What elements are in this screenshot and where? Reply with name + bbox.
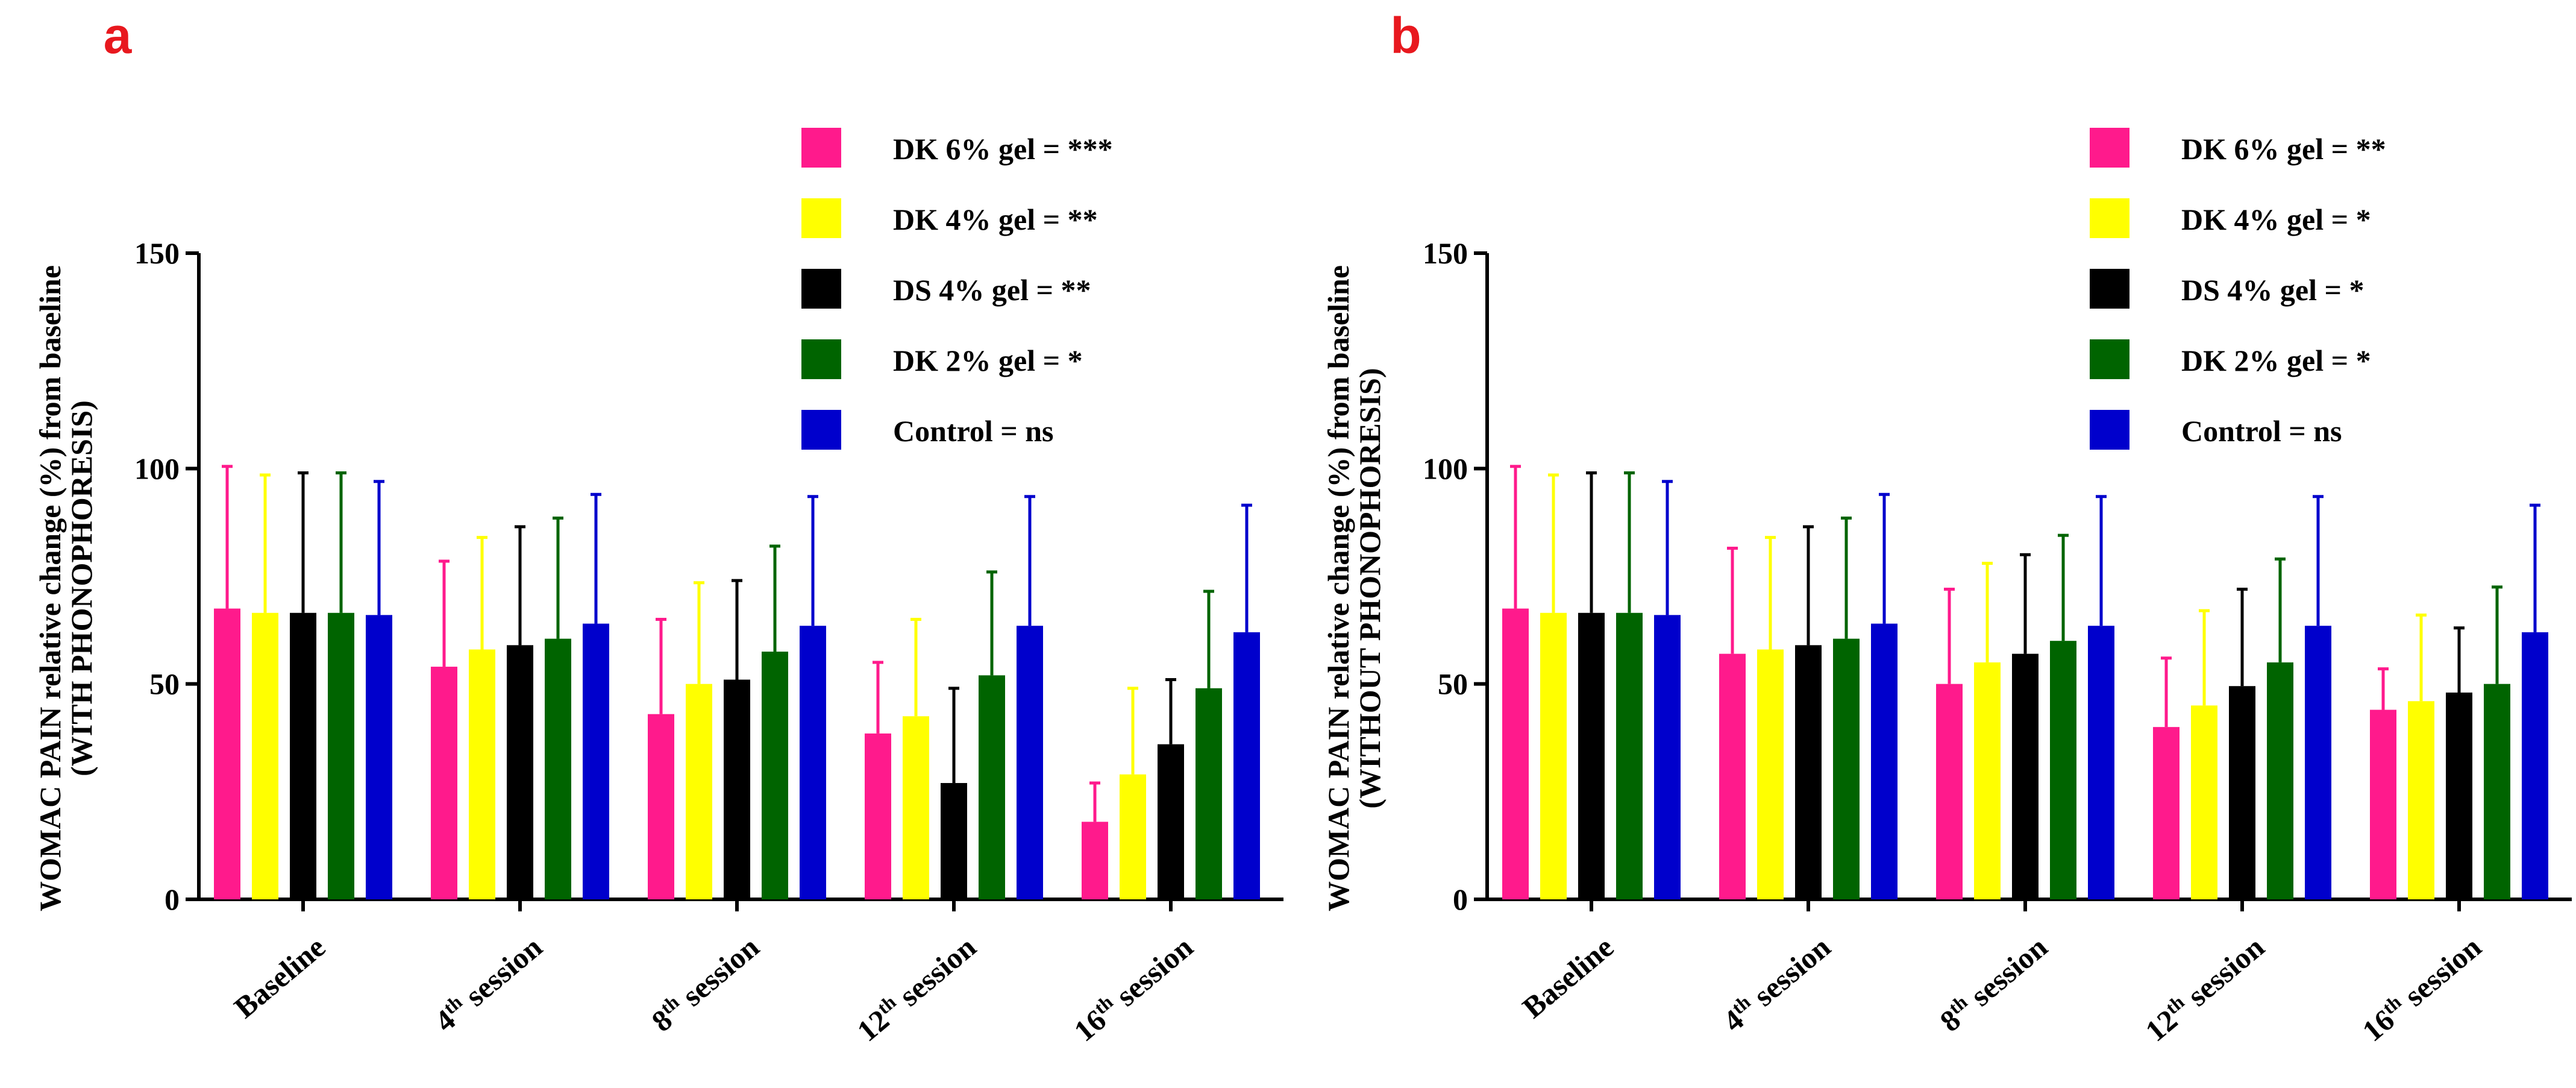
legend-label-2: DS 4% gel = **	[893, 273, 1091, 307]
panel-letter: a	[104, 7, 133, 64]
bar-1-4	[583, 623, 609, 899]
bar-0-3	[1616, 612, 1643, 899]
bar-3-2	[941, 783, 967, 899]
bar-3-4	[2305, 626, 2331, 899]
y-tick-label: 0	[1453, 882, 1468, 916]
bar-0-1	[1540, 612, 1567, 899]
bar-2-2	[2012, 653, 2039, 899]
x-tick-label: Baseline	[1516, 930, 1620, 1025]
bar-4-3	[2484, 684, 2510, 899]
bar-2-3	[2050, 641, 2076, 899]
bar-1-3	[1833, 638, 1860, 899]
legend-label-2: DS 4% gel = *	[2181, 273, 2364, 307]
legend-label-0: DK 6% gel = ***	[893, 132, 1113, 166]
x-tick-label: Baseline	[228, 930, 331, 1025]
bar-4-4	[1233, 632, 1260, 899]
bar-4-2	[1158, 744, 1184, 899]
legend-swatch-2	[2090, 269, 2129, 309]
chart-b-svg: b WOMAC PAIN relative change (%) from bas…	[1321, 7, 2572, 1048]
bar-2-4	[2088, 626, 2114, 899]
legend-label-3: DK 2% gel = *	[893, 344, 1083, 377]
bar-0-0	[214, 608, 240, 899]
bar-3-1	[903, 716, 929, 899]
y-tick-label: 100	[1423, 451, 1468, 485]
bar-3-3	[2267, 662, 2293, 899]
bar-1-2	[1795, 645, 1822, 899]
bar-2-4	[800, 626, 826, 899]
bar-2-1	[1974, 662, 2001, 899]
bar-1-1	[469, 649, 495, 899]
x-tick-label: 4th session	[427, 929, 548, 1039]
y-tick-label: 50	[149, 667, 180, 701]
legend-swatch-0	[801, 128, 841, 168]
bar-1-1	[1757, 649, 1784, 899]
legend-label-1: DK 4% gel = **	[893, 203, 1098, 236]
bar-2-3	[762, 652, 788, 899]
x-tick-label: 12th session	[850, 929, 982, 1048]
bar-3-1	[2191, 705, 2217, 899]
bar-1-0	[431, 667, 457, 899]
bar-2-0	[1936, 684, 1963, 899]
bar-0-3	[328, 612, 354, 899]
legend-label-1: DK 4% gel = *	[2181, 203, 2371, 236]
bar-3-3	[979, 675, 1005, 899]
legend-label-0: DK 6% gel = **	[2181, 132, 2386, 166]
bar-3-4	[1017, 626, 1043, 899]
bar-4-3	[1196, 688, 1222, 899]
bar-3-2	[2229, 686, 2255, 899]
y-axis-title-line1: WOMAC PAIN relative change (%) from base…	[1321, 265, 1355, 911]
bar-1-0	[1719, 653, 1746, 899]
chart-panel-b: b WOMAC PAIN relative change (%) from bas…	[1288, 0, 2576, 1088]
y-tick-label: 150	[1423, 236, 1468, 270]
x-tick-label: 16th session	[2355, 929, 2487, 1048]
bar-3-0	[865, 733, 891, 899]
bar-0-4	[366, 615, 392, 899]
legend-swatch-0	[2090, 128, 2129, 168]
bar-2-2	[724, 679, 750, 899]
bar-0-2	[290, 612, 316, 899]
y-axis-title-line2: (WITH PHONOPHORESIS)	[64, 400, 98, 776]
bar-1-4	[1871, 623, 1898, 899]
x-tick-label: 4th session	[1716, 929, 1837, 1039]
legend-swatch-3	[801, 339, 841, 379]
chart-panel-a: a WOMAC PAIN relative change (%) from bas…	[33, 7, 1283, 1048]
legend-swatch-4	[2090, 410, 2129, 450]
bar-4-1	[2408, 701, 2434, 899]
bar-0-2	[1578, 612, 1605, 899]
y-axis-title-line2: (WITHOUT PHONOPHORESIS)	[1353, 368, 1387, 808]
bar-2-1	[686, 684, 712, 899]
bar-0-4	[1654, 615, 1681, 899]
bar-0-0	[1502, 608, 1529, 899]
y-axis-title-line1: WOMAC PAIN relative change (%) from base…	[33, 265, 67, 911]
legend-swatch-2	[801, 269, 841, 309]
panel-letter: b	[1390, 7, 1421, 64]
legend-label-4: Control = ns	[893, 414, 1054, 448]
x-tick-label: 8th session	[1932, 929, 2054, 1039]
bar-0-1	[252, 612, 278, 899]
bar-2-0	[648, 714, 674, 899]
bar-3-0	[2153, 727, 2180, 899]
bar-4-4	[2522, 632, 2548, 899]
legend-label-4: Control = ns	[2181, 414, 2342, 448]
x-tick-label: 16th session	[1067, 929, 1199, 1048]
y-tick-label: 50	[1438, 667, 1468, 701]
bar-4-0	[1082, 822, 1108, 899]
x-tick-label: 8th session	[644, 929, 765, 1039]
y-tick-label: 0	[165, 882, 180, 916]
y-tick-label: 100	[134, 451, 180, 485]
legend-swatch-1	[2090, 198, 2129, 238]
legend-swatch-1	[801, 198, 841, 238]
legend-swatch-3	[2090, 339, 2129, 379]
x-tick-label: 12th session	[2138, 929, 2270, 1048]
legend-label-3: DK 2% gel = *	[2181, 344, 2371, 377]
bar-4-1	[1120, 774, 1146, 899]
bar-4-2	[2446, 692, 2472, 899]
legend-swatch-4	[801, 410, 841, 450]
chart-a-svg: a WOMAC PAIN relative change (%) from bas…	[33, 7, 1283, 1048]
y-tick-label: 150	[134, 236, 180, 270]
bar-1-3	[545, 638, 571, 899]
bar-1-2	[507, 645, 533, 899]
bar-4-0	[2370, 709, 2396, 899]
